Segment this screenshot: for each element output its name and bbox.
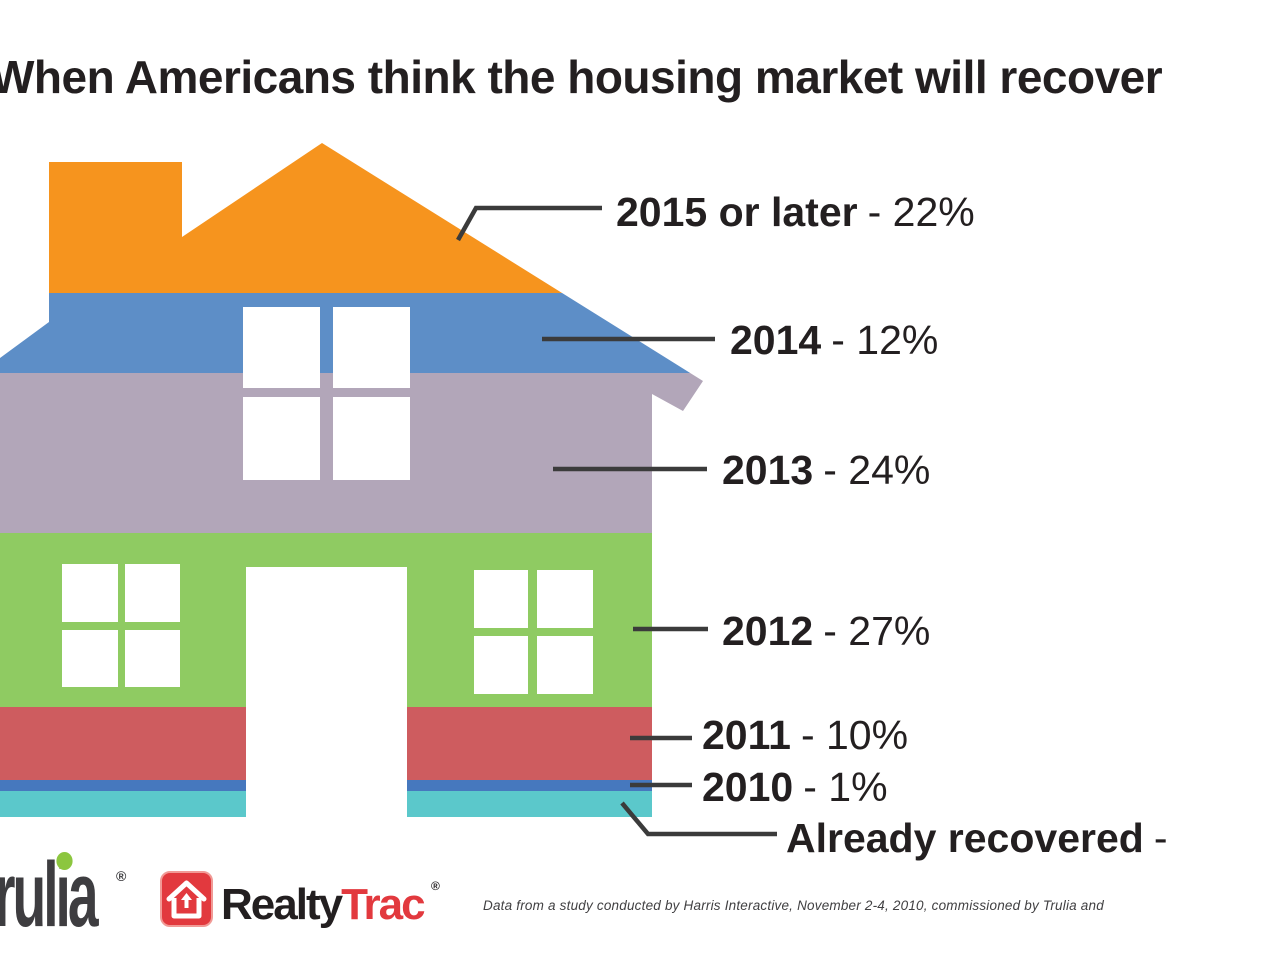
leader-already-recovered xyxy=(620,801,777,837)
label-2011: 2011- 10% xyxy=(702,715,908,756)
source-note: Data from a study conducted by Harris In… xyxy=(483,898,1104,913)
trulia-letter-a: a xyxy=(67,844,99,946)
label-already-recovered-value: - xyxy=(1153,815,1168,861)
label-2015-category: 2015 or later xyxy=(616,189,858,235)
chart-title: When Americans think the housing market … xyxy=(0,51,1163,103)
label-2010-category: 2010 xyxy=(702,764,794,810)
trulia-logo: rulia ® xyxy=(0,849,163,941)
realtytrac-logo: RealtyTrac ® xyxy=(160,871,440,932)
label-2010: 2010- 1% xyxy=(702,767,888,808)
label-already-recovered-category: Already recovered xyxy=(786,815,1144,861)
trulia-registered-mark: ® xyxy=(116,868,127,884)
realtytrac-house-icon xyxy=(160,871,213,927)
realtytrac-realty-text: Realty xyxy=(221,880,343,929)
trulia-logo-text: rulia xyxy=(0,849,99,941)
realtytrac-trac-text: Trac xyxy=(341,880,426,929)
label-2015: 2015 or later - 22% xyxy=(616,192,975,233)
label-2014: 2014- 12% xyxy=(730,320,938,361)
band-2015-roof xyxy=(0,143,703,293)
label-2014-category: 2014 xyxy=(730,317,822,363)
label-2010-value: - 1% xyxy=(803,764,888,810)
label-2012-value: - 27% xyxy=(823,608,931,654)
label-2011-category: 2011 xyxy=(702,712,791,758)
label-2011-value: - 10% xyxy=(800,712,909,758)
label-2012-category: 2012 xyxy=(722,608,814,654)
trulia-letters-rul: rul xyxy=(0,844,59,946)
upper-window xyxy=(243,307,410,480)
label-already-recovered: Already recovered - xyxy=(786,818,1167,859)
label-2015-value: - 22% xyxy=(867,189,975,235)
trulia-letter-i-green-dot: i xyxy=(55,844,71,946)
label-2012: 2012- 27% xyxy=(722,611,930,652)
house-openings xyxy=(62,307,593,817)
lower-right-window xyxy=(474,570,593,694)
label-2013-category: 2013 xyxy=(722,447,814,493)
lower-left-window xyxy=(62,564,180,687)
leader-2015 xyxy=(456,205,602,242)
door xyxy=(246,567,407,817)
label-2013: 2013- 24% xyxy=(722,450,930,491)
leader-lines xyxy=(456,205,777,837)
label-2014-value: - 12% xyxy=(831,317,939,363)
realtytrac-registered-mark: ® xyxy=(431,879,440,893)
label-2013-value: - 24% xyxy=(823,447,931,493)
realtytrac-logo-text: RealtyTrac xyxy=(221,880,426,929)
